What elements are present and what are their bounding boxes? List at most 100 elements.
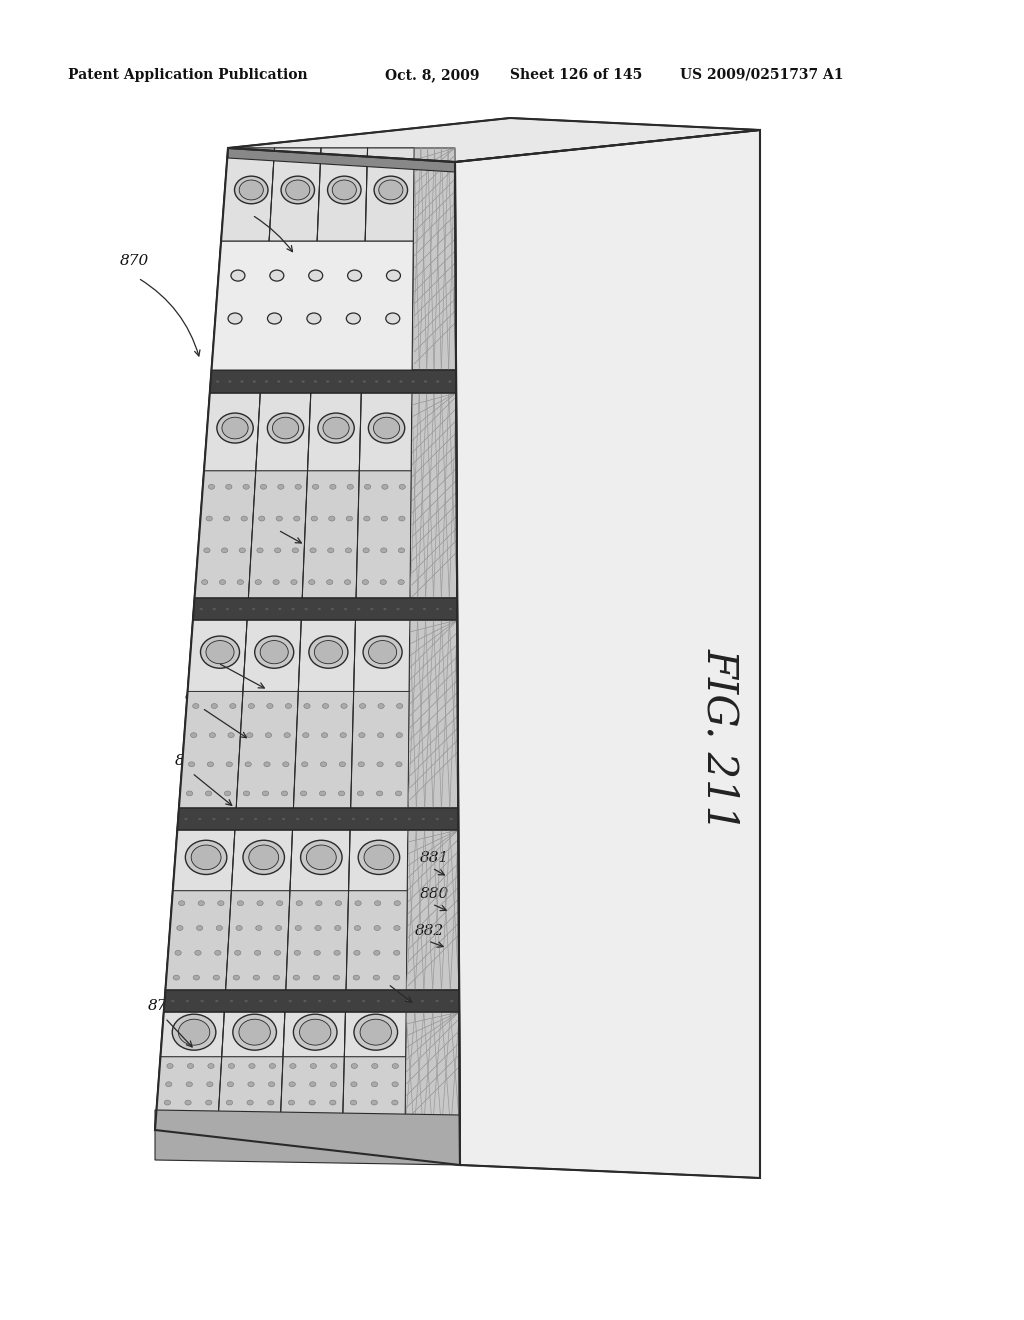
Polygon shape	[217, 1057, 283, 1130]
Ellipse shape	[178, 900, 184, 906]
Ellipse shape	[340, 733, 346, 738]
Ellipse shape	[279, 609, 282, 610]
Polygon shape	[256, 393, 311, 471]
Ellipse shape	[358, 733, 365, 738]
Ellipse shape	[364, 636, 402, 668]
Polygon shape	[222, 1012, 285, 1057]
Polygon shape	[294, 692, 353, 808]
Text: 873: 873	[237, 194, 266, 209]
Ellipse shape	[353, 950, 360, 956]
Polygon shape	[237, 692, 298, 808]
Ellipse shape	[270, 271, 284, 281]
Ellipse shape	[328, 548, 334, 553]
Ellipse shape	[328, 176, 361, 203]
Ellipse shape	[352, 818, 355, 820]
Ellipse shape	[327, 579, 333, 585]
Ellipse shape	[381, 548, 387, 553]
Ellipse shape	[339, 762, 345, 767]
Ellipse shape	[314, 640, 342, 664]
Ellipse shape	[201, 1001, 204, 1002]
Ellipse shape	[371, 1118, 377, 1123]
Ellipse shape	[273, 975, 280, 979]
Ellipse shape	[230, 1001, 233, 1002]
Ellipse shape	[260, 484, 266, 490]
Text: 875: 875	[175, 754, 204, 768]
Ellipse shape	[259, 1001, 262, 1002]
Polygon shape	[412, 148, 456, 370]
Ellipse shape	[304, 286, 310, 292]
Ellipse shape	[394, 818, 397, 820]
Ellipse shape	[351, 1064, 357, 1068]
Ellipse shape	[226, 1100, 232, 1105]
Ellipse shape	[213, 975, 219, 979]
Ellipse shape	[306, 845, 336, 870]
Ellipse shape	[450, 609, 453, 610]
Ellipse shape	[317, 609, 321, 610]
Ellipse shape	[200, 609, 203, 610]
Polygon shape	[155, 1057, 222, 1130]
Ellipse shape	[423, 609, 426, 610]
Ellipse shape	[357, 791, 364, 796]
Ellipse shape	[223, 516, 229, 521]
Ellipse shape	[371, 1100, 377, 1105]
Ellipse shape	[399, 380, 402, 383]
Ellipse shape	[378, 733, 384, 738]
Ellipse shape	[207, 762, 214, 767]
Ellipse shape	[291, 579, 297, 585]
Ellipse shape	[372, 1064, 378, 1068]
Ellipse shape	[294, 516, 300, 521]
Ellipse shape	[226, 762, 232, 767]
Ellipse shape	[401, 255, 409, 260]
Ellipse shape	[353, 975, 359, 979]
Ellipse shape	[265, 609, 268, 610]
Ellipse shape	[186, 1001, 189, 1002]
Ellipse shape	[233, 975, 240, 979]
Ellipse shape	[346, 516, 352, 521]
Polygon shape	[249, 471, 307, 598]
Polygon shape	[164, 990, 459, 1012]
Ellipse shape	[345, 548, 351, 553]
Ellipse shape	[299, 1019, 331, 1045]
Ellipse shape	[309, 636, 348, 668]
Ellipse shape	[333, 975, 340, 979]
Ellipse shape	[451, 1001, 454, 1002]
Ellipse shape	[274, 950, 281, 956]
Ellipse shape	[351, 351, 357, 356]
Ellipse shape	[399, 484, 406, 490]
Polygon shape	[231, 830, 293, 891]
Ellipse shape	[194, 975, 200, 979]
Ellipse shape	[410, 609, 413, 610]
Ellipse shape	[173, 975, 179, 979]
Ellipse shape	[338, 380, 341, 383]
Polygon shape	[261, 242, 317, 370]
Ellipse shape	[204, 548, 210, 553]
Ellipse shape	[245, 1001, 248, 1002]
Ellipse shape	[374, 950, 380, 956]
Ellipse shape	[450, 818, 453, 820]
Ellipse shape	[188, 762, 195, 767]
Ellipse shape	[304, 704, 310, 709]
Ellipse shape	[285, 351, 291, 356]
Ellipse shape	[362, 1001, 366, 1002]
Ellipse shape	[283, 762, 289, 767]
Ellipse shape	[216, 380, 219, 383]
Polygon shape	[344, 1012, 407, 1057]
Ellipse shape	[245, 762, 251, 767]
Ellipse shape	[373, 975, 380, 979]
Ellipse shape	[387, 380, 390, 383]
Ellipse shape	[393, 950, 399, 956]
Text: 880: 880	[420, 887, 450, 902]
Ellipse shape	[400, 351, 407, 356]
Ellipse shape	[394, 900, 400, 906]
Ellipse shape	[249, 845, 279, 870]
Ellipse shape	[375, 900, 381, 906]
Ellipse shape	[292, 609, 295, 610]
Ellipse shape	[377, 1001, 380, 1002]
Ellipse shape	[369, 640, 396, 664]
Polygon shape	[359, 393, 412, 471]
Ellipse shape	[301, 351, 307, 356]
Ellipse shape	[267, 1118, 273, 1123]
Polygon shape	[346, 891, 408, 990]
Ellipse shape	[385, 319, 391, 325]
Ellipse shape	[344, 609, 347, 610]
